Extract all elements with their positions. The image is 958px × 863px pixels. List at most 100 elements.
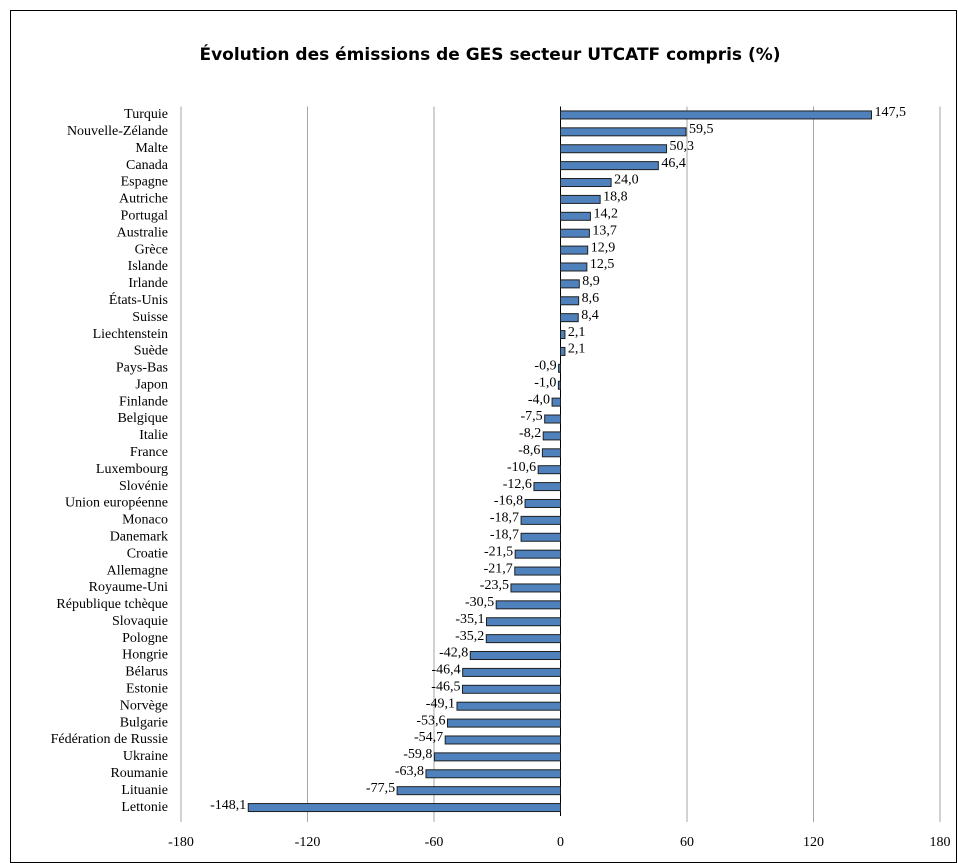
- y-tick-label: Bulgarie: [120, 715, 168, 730]
- value-label: -59,8: [403, 747, 432, 762]
- bar: [557, 380, 561, 390]
- y-tick-label: Croatie: [127, 546, 168, 561]
- y-tick-label: Pologne: [122, 631, 168, 646]
- y-tick-label: Canada: [126, 158, 169, 173]
- bar: [495, 600, 561, 610]
- value-label: 50,3: [670, 139, 695, 154]
- value-label: -21,7: [484, 561, 513, 576]
- y-tick-label: Liechtenstein: [93, 327, 168, 342]
- y-tick-label: Japon: [135, 377, 168, 392]
- y-tick-label: Portugal: [121, 209, 169, 224]
- bar: [560, 296, 580, 306]
- x-tick-label: -60: [425, 835, 444, 850]
- bar: [485, 617, 561, 627]
- y-tick-label: Suède: [134, 344, 168, 359]
- y-tick-label: Malte: [135, 141, 168, 156]
- y-tick-label: Finlande: [119, 394, 168, 409]
- bar: [514, 566, 561, 576]
- bar: [541, 448, 562, 458]
- bar: [542, 431, 562, 441]
- value-label: -0,9: [534, 359, 556, 374]
- value-label: -63,8: [395, 764, 424, 779]
- bar: [560, 178, 612, 188]
- value-label: 147,5: [874, 105, 906, 120]
- y-tick-label: Danemark: [110, 529, 168, 544]
- value-label: -16,8: [494, 494, 523, 509]
- value-label: 12,9: [591, 240, 616, 255]
- value-label: 12,5: [590, 257, 615, 272]
- bar: [520, 532, 561, 542]
- bar: [533, 482, 561, 492]
- value-label: -49,1: [426, 696, 455, 711]
- value-label: 14,2: [593, 207, 618, 222]
- value-label: -18,7: [490, 511, 519, 526]
- y-tick-label: Turquie: [124, 107, 168, 122]
- value-label: -10,6: [507, 460, 536, 475]
- bar: [524, 498, 562, 508]
- y-tick-label: Royaume-Uni: [89, 580, 168, 595]
- bar: [560, 228, 590, 238]
- value-label: 13,7: [592, 223, 617, 238]
- value-label: -46,4: [432, 663, 461, 678]
- bar: [560, 127, 687, 137]
- value-label: -1,0: [534, 375, 556, 390]
- y-tick-label: Allemagne: [107, 563, 168, 578]
- y-tick-label: République tchèque: [56, 597, 168, 612]
- x-tick-label: 120: [803, 835, 824, 850]
- value-label: 24,0: [614, 173, 639, 188]
- bar: [425, 769, 562, 779]
- y-tick-label: Bélarus: [125, 665, 168, 680]
- chart-title: Évolution des émissions de GES secteur U…: [199, 43, 780, 65]
- y-tick-label: Monaco: [122, 513, 168, 528]
- bar: [520, 515, 561, 525]
- value-label: -12,6: [503, 477, 532, 492]
- y-tick-label: Lettonie: [121, 800, 168, 815]
- value-label: -35,2: [455, 629, 484, 644]
- bar: [560, 245, 589, 255]
- bar: [558, 363, 561, 373]
- bar: [560, 330, 566, 340]
- y-tick-label: Pays-Bas: [116, 361, 168, 376]
- value-label: -21,5: [484, 544, 513, 559]
- bar: [560, 346, 566, 356]
- bar: [444, 735, 561, 745]
- value-label: -77,5: [366, 781, 395, 796]
- value-label: -23,5: [480, 578, 509, 593]
- bar: [456, 701, 561, 711]
- value-label: 8,6: [582, 291, 600, 306]
- value-label: 18,8: [603, 190, 628, 205]
- x-tick-label: 180: [930, 835, 951, 850]
- bar: [551, 397, 561, 407]
- value-label: 8,9: [582, 274, 600, 289]
- value-label: 8,4: [581, 308, 599, 323]
- bar: [560, 262, 588, 272]
- bar: [560, 110, 872, 120]
- y-tick-label: Roumanie: [110, 766, 168, 781]
- value-label: -8,2: [519, 426, 541, 441]
- bar: [560, 313, 579, 323]
- y-tick-label: Nouvelle-Zélande: [67, 124, 168, 139]
- bar: [446, 718, 562, 728]
- x-tick-label: 60: [680, 835, 694, 850]
- y-tick-label: Islande: [128, 259, 168, 274]
- y-tick-label: Italie: [139, 428, 168, 443]
- value-label: -30,5: [465, 595, 494, 610]
- bar: [514, 549, 562, 559]
- value-label: 46,4: [661, 156, 686, 171]
- bar: [396, 786, 561, 796]
- bar: [560, 279, 580, 289]
- value-label: -8,6: [518, 443, 540, 458]
- y-tick-label: Lituanie: [121, 783, 168, 798]
- bar: [433, 752, 561, 762]
- value-label: -35,1: [455, 612, 484, 627]
- bar: [560, 144, 668, 154]
- value-label: -7,5: [521, 409, 543, 424]
- y-tick-label: Suisse: [132, 310, 168, 325]
- bar: [247, 803, 561, 813]
- y-tick-label: Ukraine: [123, 749, 168, 764]
- y-tick-label: Australie: [117, 225, 168, 240]
- bar: [560, 194, 601, 204]
- bar: [485, 634, 561, 644]
- value-label: -18,7: [490, 527, 519, 542]
